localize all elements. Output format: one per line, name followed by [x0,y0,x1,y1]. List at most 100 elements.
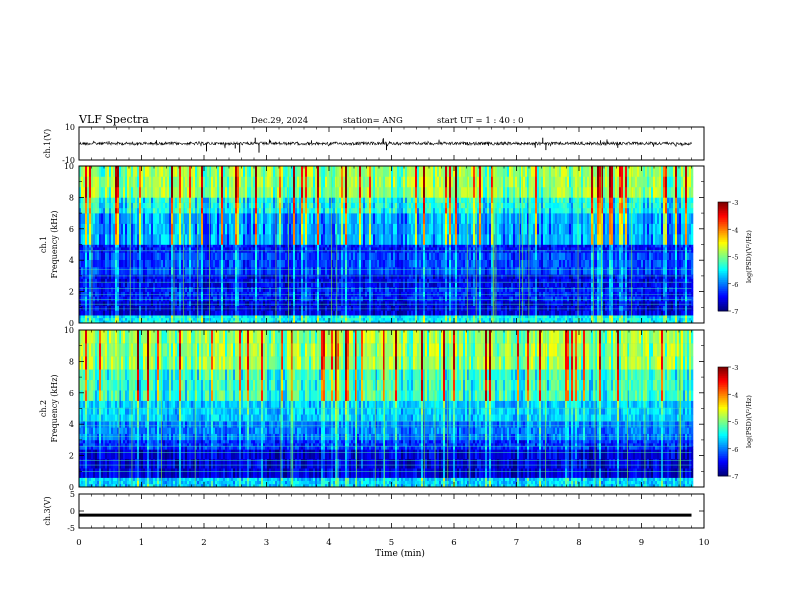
spectrogram-cell [245,278,248,284]
spectrogram-cell [425,207,428,214]
spectrogram-cell [301,213,304,224]
spectrogram-cell [167,286,170,292]
spectrogram-cell [287,249,290,253]
spectrogram-cell [131,234,134,245]
spectrogram-cell [293,282,296,288]
spectrogram-cell [187,315,190,319]
spectrogram-cell [215,207,218,214]
spectrogram-cell [79,305,82,311]
spectrogram-cell [387,223,390,235]
spectrogram-cell [201,296,204,302]
spectrogram-cell [355,166,358,177]
spectrogram-cell [81,274,84,279]
spectrogram-cell [193,186,196,198]
spectrogram-cell [381,213,384,224]
spectrogram-cell [381,282,384,288]
spectrogram-cell [387,315,390,319]
spectrogram-cell [349,244,352,248]
spectrogram-cell [343,176,346,188]
spectrogram-cell [281,315,284,319]
spectrogram-cell [133,249,136,253]
spectrogram-cell [395,234,398,245]
spectrogram-cell [315,249,318,253]
spectrogram-cell [155,315,158,319]
spectrogram-cell [165,223,168,235]
spectrogram-cell [377,301,380,307]
spectrogram-cell [179,315,182,319]
spectrogram-cell [89,213,92,224]
spectrogram-cell [233,301,236,307]
spectrogram-cell [329,186,332,198]
spectrogram-cell [429,274,432,279]
spectrogram-cell [283,249,286,253]
spectrogram-cell [423,244,426,248]
spectrogram-cell [373,249,376,253]
spectrogram-cell [145,305,148,311]
spectrogram-cell [387,296,390,302]
spectrogram-cell [107,305,110,311]
spectrogram-cell [107,176,110,188]
spectrogram-cell [333,176,336,188]
spectrogram-cell [391,301,394,307]
spectrogram-cell [301,223,304,235]
spectrogram-cell [377,278,380,284]
spectrogram-cell [421,301,424,307]
spectrogram-cell [167,252,170,260]
spectrogram-cell [281,234,284,245]
spectrogram-cell [257,282,260,288]
spectrogram-cell [157,278,160,284]
spectrogram-cell [283,291,286,297]
spectrogram-cell [245,274,248,279]
spectrogram-cell [291,296,294,302]
spectrogram-cell [105,252,108,260]
spectrogram-cell [375,259,378,268]
spectrogram-cell [83,247,86,251]
spectrogram-cell [297,176,300,188]
spectrogram-cell [101,223,104,235]
spectrogram-cell [337,252,340,260]
spectrogram-cell [117,247,120,251]
spectrogram-cell [147,252,150,260]
spectrogram-cell [235,234,238,245]
spectrogram-cell [233,274,236,279]
spectrogram-cell [393,244,396,248]
spectrogram-cell [327,197,330,203]
spectrogram-cell [135,291,138,297]
spectrogram-cell [359,310,362,316]
spectrogram-cell [85,317,88,321]
spectrogram-cell [165,305,168,311]
spectrogram-cell [347,317,350,321]
spectrogram-cell [165,202,168,209]
spectrogram-cell [325,315,328,319]
spectrogram-cell [133,315,136,319]
spectrogram-cell [243,310,246,316]
spectrogram-cell [237,213,240,224]
spectrogram-cell [137,186,140,198]
spectrogram-cell [351,320,354,324]
spectrogram-cell [157,197,160,203]
spectrogram-cell [373,315,376,319]
spectrogram-cell [265,252,268,260]
spectrogram-cell [393,176,396,188]
spectrogram-cell [143,186,146,198]
spectrogram-cell [157,267,160,275]
spectrogram-cell [185,252,188,260]
spectrogram-cell [103,202,106,209]
spectrogram-cell [97,247,100,251]
spectrogram-cell [123,186,126,198]
spectrogram-cell [109,223,112,235]
spectrogram-cell [335,247,338,251]
spectrogram-cell [425,267,428,275]
spectrogram-cell [83,282,86,288]
spectrogram-cell [207,197,210,203]
spectrogram-cell [195,291,198,297]
spectrogram-cell [307,176,310,188]
spectrogram-cell [407,315,410,319]
spectrogram-cell [273,317,276,321]
spectrogram-cell [255,223,258,235]
spectrogram-cell [201,186,204,198]
spectrogram-cell [187,291,190,297]
spectrogram-cell [143,259,146,268]
spectrogram-cell [111,186,114,198]
spectrogram-cell [209,317,212,321]
